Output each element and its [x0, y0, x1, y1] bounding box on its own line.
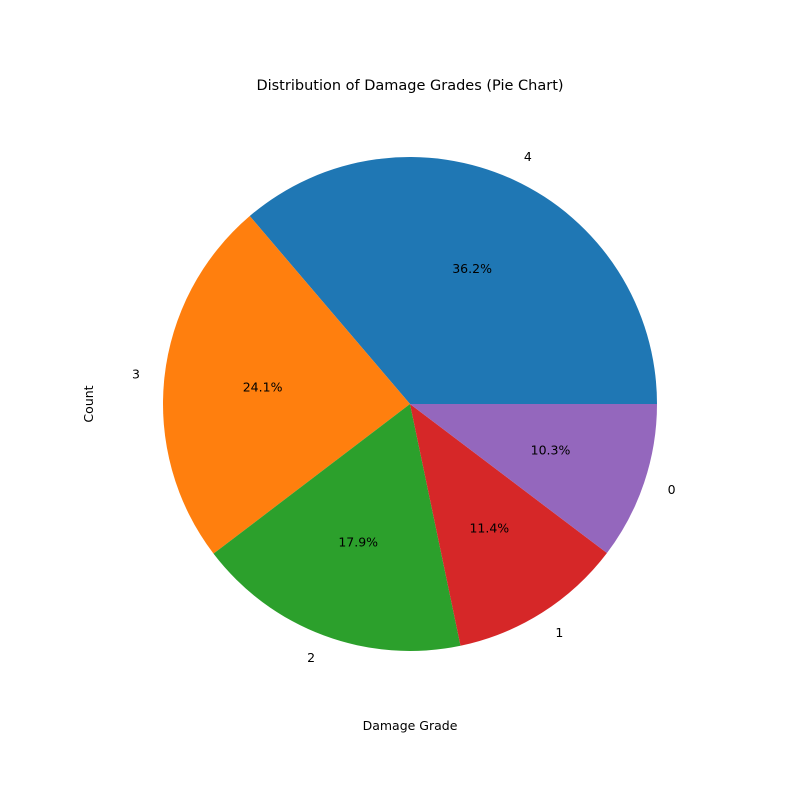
- category-labels: 4 3 2 1 0: [132, 149, 676, 665]
- percent-label-0: 10.3%: [531, 443, 571, 458]
- percent-label-3: 24.1%: [243, 380, 283, 395]
- category-label-1: 1: [555, 625, 563, 640]
- pie-slice-0: [410, 404, 657, 554]
- y-axis-label: Count: [81, 385, 96, 422]
- pie-slices: [162, 156, 657, 652]
- pie-slice-1: [410, 404, 607, 646]
- category-label-2: 2: [307, 650, 315, 665]
- category-label-0: 0: [668, 482, 676, 497]
- category-label-4: 4: [524, 149, 532, 164]
- percent-label-4: 36.2%: [452, 261, 492, 276]
- pie-slice-3: [162, 216, 410, 554]
- percent-label-1: 11.4%: [469, 521, 509, 536]
- percent-labels: 36.2% 24.1% 17.9% 11.4% 10.3%: [243, 261, 571, 550]
- pie-slice-2: [213, 404, 461, 652]
- x-axis-label: Damage Grade: [363, 718, 458, 733]
- pie-slice-4: [249, 156, 657, 404]
- category-label-3: 3: [132, 367, 140, 382]
- chart-title: Distribution of Damage Grades (Pie Chart…: [256, 78, 563, 94]
- percent-label-2: 17.9%: [338, 534, 378, 549]
